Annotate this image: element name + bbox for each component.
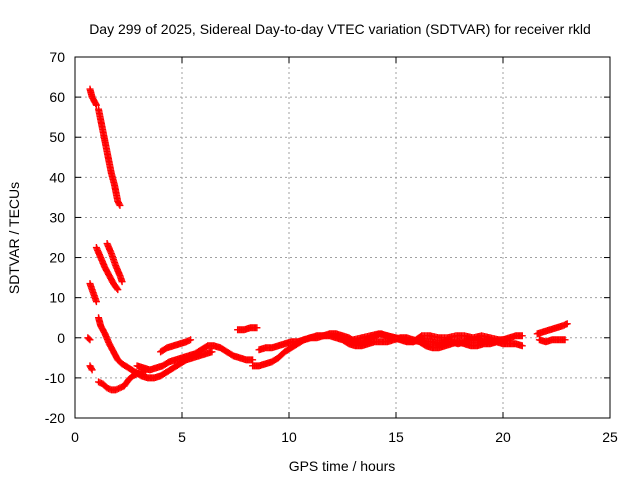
data-point: [249, 356, 257, 364]
series-arc-9: [95, 368, 150, 394]
data-point: [503, 336, 511, 344]
y-tick-label: 60: [49, 89, 65, 105]
series-arc-17: [535, 336, 569, 346]
data-point: [563, 320, 571, 328]
data-point: [518, 342, 526, 350]
data-point: [114, 286, 122, 294]
data-point: [118, 278, 126, 286]
series-arc-3: [92, 244, 122, 294]
data-point: [92, 100, 100, 108]
y-tick-label: 10: [49, 290, 65, 306]
series-arc-5: [86, 280, 100, 306]
x-tick-label: 15: [388, 429, 404, 445]
series-arc-10: [133, 342, 257, 374]
data-point: [92, 101, 100, 109]
chart-title: Day 299 of 2025, Sidereal Day-to-day VTE…: [89, 21, 591, 37]
x-tick-label: 0: [71, 429, 79, 445]
x-tick-label: 10: [281, 429, 297, 445]
data-point: [253, 324, 261, 332]
data-point: [85, 335, 93, 343]
data-points: [84, 85, 571, 394]
series-arc-2: [95, 105, 124, 209]
series-arc-4: [103, 240, 126, 286]
series-arc-7: [84, 334, 94, 344]
plot-frame: [74, 56, 611, 419]
data-point: [208, 348, 216, 356]
x-axis-label: GPS time / hours: [289, 458, 396, 474]
data-point: [115, 200, 123, 208]
series-arc-16: [533, 320, 571, 338]
y-tick-label: 0: [57, 330, 65, 346]
y-tick-label: 70: [49, 49, 65, 65]
y-tick-label: -20: [45, 410, 65, 426]
y-axis-label: SDTVAR / TECUs: [6, 182, 22, 294]
axis-ticks: 0 5 10 15 20 25 -20 -10 0 10 20 30 40 50 60 70: [45, 49, 618, 445]
y-tick-label: 40: [49, 169, 65, 185]
series-arc-14: [255, 332, 526, 354]
y-tick-label: 30: [49, 209, 65, 225]
data-point: [87, 365, 95, 373]
y-tick-label: 50: [49, 129, 65, 145]
data-point: [86, 336, 94, 344]
series-arc-6: [86, 362, 96, 374]
x-tick-label: 5: [178, 429, 186, 445]
data-point: [187, 336, 195, 344]
y-tick-label: -10: [45, 370, 65, 386]
data-point: [88, 366, 96, 374]
x-tick-label: 20: [495, 429, 511, 445]
y-tick-label: 20: [49, 250, 65, 266]
data-point: [561, 336, 569, 344]
series-arc-1: [86, 85, 100, 109]
x-tick-label: 25: [602, 429, 618, 445]
series-arc-11: [157, 336, 195, 356]
data-point: [518, 332, 526, 340]
data-point: [113, 284, 121, 292]
data-point: [92, 298, 100, 306]
series-arc-15: [349, 330, 511, 346]
series-arc-12: [234, 324, 261, 334]
data-point: [116, 201, 124, 209]
